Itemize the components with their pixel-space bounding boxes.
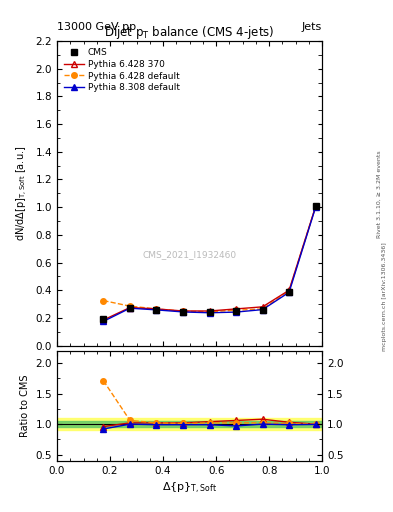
Title: Dijet $\mathrm{p_T}$ balance (CMS 4-jets): Dijet $\mathrm{p_T}$ balance (CMS 4-jets… <box>105 24 275 41</box>
Text: Rivet 3.1.10, ≥ 3.2M events: Rivet 3.1.10, ≥ 3.2M events <box>377 151 382 239</box>
Y-axis label: Ratio to CMS: Ratio to CMS <box>20 374 30 437</box>
X-axis label: $\Delta\{\rm p\}_{\rm T,Soft}$: $\Delta\{\rm p\}_{\rm T,Soft}$ <box>162 481 217 496</box>
Text: Jets: Jets <box>302 22 322 32</box>
Legend: CMS, Pythia 6.428 370, Pythia 6.428 default, Pythia 8.308 default: CMS, Pythia 6.428 370, Pythia 6.428 defa… <box>61 46 182 95</box>
Bar <box>57 421 322 427</box>
Text: mcplots.cern.ch [arXiv:1306.3436]: mcplots.cern.ch [arXiv:1306.3436] <box>382 243 387 351</box>
Y-axis label: dN/d$\Delta[\rm p]_{\rm T,Soft}$ [a.u.]: dN/d$\Delta[\rm p]_{\rm T,Soft}$ [a.u.] <box>15 145 30 241</box>
Text: 13000 GeV pp: 13000 GeV pp <box>57 22 136 32</box>
Text: CMS_2021_I1932460: CMS_2021_I1932460 <box>143 250 237 259</box>
Bar <box>57 418 322 430</box>
